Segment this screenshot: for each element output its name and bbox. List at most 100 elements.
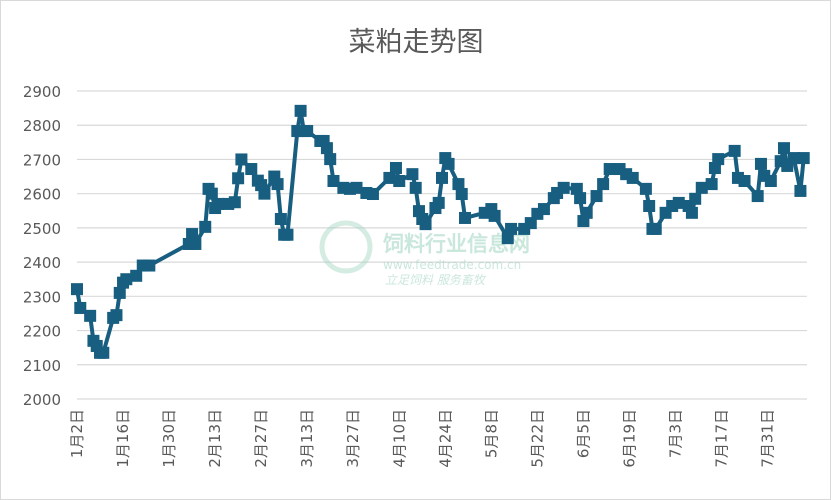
data-point bbox=[199, 220, 212, 233]
data-point bbox=[301, 125, 314, 138]
data-point bbox=[597, 178, 610, 191]
data-point bbox=[570, 182, 583, 195]
data-point bbox=[366, 188, 379, 201]
data-point bbox=[120, 273, 133, 286]
data-point bbox=[505, 222, 518, 235]
data-point bbox=[74, 301, 87, 314]
y-tick-label: 2700 bbox=[23, 151, 61, 169]
data-point bbox=[245, 163, 258, 176]
x-tick-label: 7月3日 bbox=[666, 409, 684, 458]
data-point bbox=[455, 188, 468, 201]
data-point bbox=[235, 153, 248, 166]
data-point bbox=[689, 192, 702, 205]
x-tick-label: 6月19日 bbox=[620, 409, 638, 468]
data-point bbox=[695, 181, 708, 194]
data-point bbox=[97, 346, 110, 359]
data-point bbox=[712, 153, 725, 166]
data-point bbox=[130, 269, 143, 282]
data-point bbox=[205, 187, 218, 200]
y-tick-label: 2200 bbox=[23, 323, 61, 341]
data-point bbox=[409, 181, 422, 194]
data-point bbox=[324, 153, 337, 166]
x-tick-label: 5月22日 bbox=[528, 409, 546, 468]
data-point bbox=[320, 142, 333, 155]
y-tick-label: 2400 bbox=[23, 254, 61, 272]
data-point bbox=[113, 286, 126, 299]
data-point bbox=[643, 199, 656, 212]
data-point bbox=[738, 175, 751, 188]
data-point bbox=[71, 283, 83, 296]
x-tick-label: 5月8日 bbox=[482, 409, 500, 458]
y-tick-label: 2100 bbox=[23, 357, 61, 375]
data-point bbox=[672, 196, 685, 209]
data-point bbox=[186, 228, 199, 241]
y-axis: 2000 2100 2200 2300 2400 2500 2600 2700 2800 2900 bbox=[23, 83, 61, 409]
y-tick-label: 2900 bbox=[23, 83, 61, 101]
x-tick-label: 1月2日 bbox=[68, 409, 86, 458]
x-tick-label: 3月13日 bbox=[298, 409, 316, 468]
data-point bbox=[797, 152, 810, 165]
x-tick-label: 7月31日 bbox=[759, 409, 777, 468]
data-point bbox=[787, 152, 800, 165]
x-tick-label: 3月27日 bbox=[344, 409, 362, 468]
data-point bbox=[728, 144, 741, 157]
data-point bbox=[626, 171, 639, 184]
data-point bbox=[110, 309, 123, 322]
x-tick-label: 4月24日 bbox=[436, 409, 454, 468]
x-tick-label: 4月10日 bbox=[390, 409, 408, 468]
data-point bbox=[590, 190, 603, 203]
data-point bbox=[232, 172, 245, 185]
watermark-url: www.feedtrade.com.cn bbox=[383, 258, 521, 272]
data-point bbox=[751, 190, 764, 203]
data-point bbox=[212, 197, 225, 210]
data-point bbox=[501, 232, 514, 245]
x-axis: 1月2日 1月16日 1月30日 2月13日 2月27日 3月13日 3月27日 4月10日 4… bbox=[68, 409, 777, 468]
watermark: 饲料行业信息网 www.feedtrade.com.cn 立足饲料 服务畜牧 bbox=[319, 220, 530, 287]
data-point bbox=[459, 211, 472, 224]
y-tick-label: 2800 bbox=[23, 117, 61, 135]
x-tick-label: 7月17日 bbox=[713, 409, 731, 468]
data-point bbox=[442, 157, 455, 170]
data-point bbox=[777, 142, 790, 155]
data-point bbox=[258, 187, 271, 200]
series-line bbox=[71, 104, 810, 359]
data-point bbox=[294, 104, 307, 117]
data-point bbox=[281, 228, 294, 241]
data-point bbox=[754, 157, 767, 170]
data-point bbox=[794, 184, 807, 197]
data-point bbox=[393, 175, 406, 188]
data-point bbox=[419, 218, 432, 231]
data-point bbox=[488, 209, 501, 222]
data-point bbox=[764, 175, 777, 188]
x-tick-label: 6月5日 bbox=[574, 409, 592, 458]
gridlines bbox=[77, 90, 807, 400]
data-point bbox=[274, 212, 287, 225]
data-point bbox=[228, 196, 241, 209]
data-point bbox=[432, 196, 445, 209]
x-tick-label: 1月16日 bbox=[114, 409, 132, 468]
data-point bbox=[84, 309, 97, 322]
data-point bbox=[452, 178, 465, 191]
data-point bbox=[685, 206, 698, 219]
data-point bbox=[389, 162, 402, 174]
data-point bbox=[143, 259, 156, 272]
data-point bbox=[557, 181, 570, 194]
y-tick-label: 2500 bbox=[23, 220, 61, 238]
data-point bbox=[406, 168, 419, 181]
data-point bbox=[649, 222, 662, 235]
data-point bbox=[189, 237, 202, 250]
data-point bbox=[574, 192, 587, 205]
data-point bbox=[271, 178, 284, 191]
data-point bbox=[383, 171, 396, 184]
x-tick-label: 1月30日 bbox=[160, 409, 178, 468]
data-point bbox=[705, 178, 718, 191]
data-point bbox=[580, 206, 593, 219]
chart-title: 菜粕走势图 bbox=[349, 27, 484, 58]
data-point bbox=[524, 217, 537, 230]
data-point bbox=[537, 203, 550, 216]
watermark-logo-icon bbox=[319, 220, 373, 274]
data-point bbox=[436, 171, 448, 184]
data-point bbox=[603, 163, 616, 176]
data-point bbox=[639, 182, 652, 195]
